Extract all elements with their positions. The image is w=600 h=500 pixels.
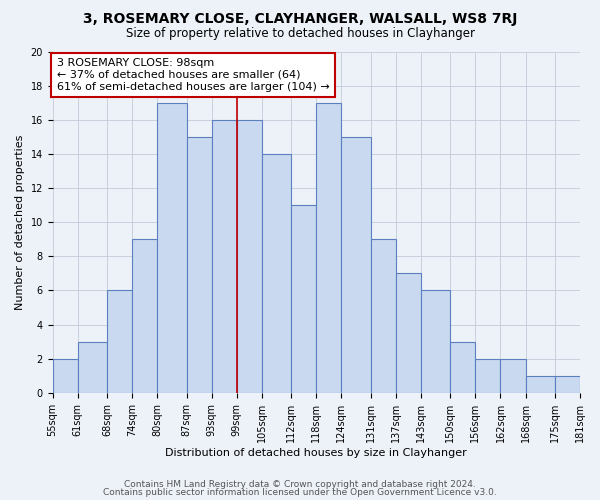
Bar <box>475 358 500 393</box>
Text: 3, ROSEMARY CLOSE, CLAYHANGER, WALSALL, WS8 7RJ: 3, ROSEMARY CLOSE, CLAYHANGER, WALSALL, … <box>83 12 517 26</box>
Bar <box>187 137 212 393</box>
X-axis label: Distribution of detached houses by size in Clayhanger: Distribution of detached houses by size … <box>166 448 467 458</box>
Bar <box>371 239 396 393</box>
Bar <box>132 239 157 393</box>
Bar <box>157 102 187 393</box>
Bar <box>450 342 475 393</box>
Text: Contains HM Land Registry data © Crown copyright and database right 2024.: Contains HM Land Registry data © Crown c… <box>124 480 476 489</box>
Bar <box>107 290 132 393</box>
Text: Contains public sector information licensed under the Open Government Licence v3: Contains public sector information licen… <box>103 488 497 497</box>
Bar <box>262 154 291 393</box>
Bar <box>237 120 262 393</box>
Bar <box>291 205 316 393</box>
Bar <box>500 358 526 393</box>
Text: 3 ROSEMARY CLOSE: 98sqm
← 37% of detached houses are smaller (64)
61% of semi-de: 3 ROSEMARY CLOSE: 98sqm ← 37% of detache… <box>57 58 329 92</box>
Bar <box>396 274 421 393</box>
Text: Size of property relative to detached houses in Clayhanger: Size of property relative to detached ho… <box>125 28 475 40</box>
Bar <box>555 376 580 393</box>
Bar <box>212 120 237 393</box>
Bar <box>53 358 78 393</box>
Bar <box>316 102 341 393</box>
Bar <box>421 290 450 393</box>
Bar <box>78 342 107 393</box>
Y-axis label: Number of detached properties: Number of detached properties <box>15 134 25 310</box>
Bar <box>526 376 555 393</box>
Bar <box>341 137 371 393</box>
